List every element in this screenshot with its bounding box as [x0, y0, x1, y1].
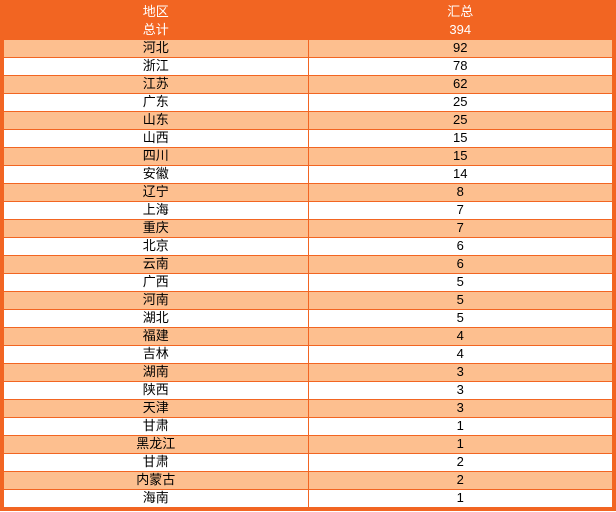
table-row: 四川15 — [4, 148, 613, 166]
cell-region: 福建 — [4, 328, 309, 346]
cell-value: 5 — [308, 274, 613, 292]
table-row: 内蒙古2 — [4, 472, 613, 490]
table-row: 山西15 — [4, 130, 613, 148]
cell-value: 5 — [308, 310, 613, 328]
cell-region: 山东 — [4, 112, 309, 130]
cell-region: 上海 — [4, 202, 309, 220]
cell-value: 1 — [308, 436, 613, 454]
table-body: 河北92浙江78江苏62广东25山东25山西15四川15安徽14辽宁8上海7重庆… — [4, 40, 613, 508]
cell-value: 7 — [308, 220, 613, 238]
table-row: 吉林4 — [4, 346, 613, 364]
cell-region: 天津 — [4, 400, 309, 418]
data-table-container: 地区 汇总 总计 394 河北92浙江78江苏62广东25山东25山西15四川1… — [0, 0, 616, 511]
cell-value: 5 — [308, 292, 613, 310]
table-row: 湖南3 — [4, 364, 613, 382]
cell-value: 8 — [308, 184, 613, 202]
table-row: 辽宁8 — [4, 184, 613, 202]
table-row: 江苏62 — [4, 76, 613, 94]
cell-region: 辽宁 — [4, 184, 309, 202]
cell-value: 2 — [308, 454, 613, 472]
cell-region: 河南 — [4, 292, 309, 310]
cell-value: 1 — [308, 418, 613, 436]
table-row: 黑龙江1 — [4, 436, 613, 454]
table-row: 海南1 — [4, 490, 613, 508]
cell-region: 江苏 — [4, 76, 309, 94]
table-row: 天津3 — [4, 400, 613, 418]
cell-value: 3 — [308, 382, 613, 400]
cell-region: 甘肃 — [4, 454, 309, 472]
cell-region: 湖北 — [4, 310, 309, 328]
table-row: 广东25 — [4, 94, 613, 112]
cell-value: 92 — [308, 40, 613, 58]
cell-region: 云南 — [4, 256, 309, 274]
header-region: 地区 — [4, 4, 309, 22]
cell-value: 3 — [308, 364, 613, 382]
table-row: 河北92 — [4, 40, 613, 58]
table-row: 甘肃2 — [4, 454, 613, 472]
cell-region: 北京 — [4, 238, 309, 256]
cell-value: 2 — [308, 472, 613, 490]
cell-value: 6 — [308, 256, 613, 274]
cell-value: 7 — [308, 202, 613, 220]
cell-value: 25 — [308, 112, 613, 130]
header-summary: 汇总 — [308, 4, 613, 22]
cell-region: 海南 — [4, 490, 309, 508]
cell-region: 重庆 — [4, 220, 309, 238]
cell-region: 安徽 — [4, 166, 309, 184]
table-row: 安徽14 — [4, 166, 613, 184]
cell-region: 广西 — [4, 274, 309, 292]
cell-value: 15 — [308, 148, 613, 166]
table-row: 广西5 — [4, 274, 613, 292]
total-value: 394 — [308, 22, 613, 40]
table-row: 重庆7 — [4, 220, 613, 238]
cell-value: 4 — [308, 346, 613, 364]
cell-region: 河北 — [4, 40, 309, 58]
total-row: 总计 394 — [4, 22, 613, 40]
table-row: 福建4 — [4, 328, 613, 346]
table-row: 上海7 — [4, 202, 613, 220]
cell-value: 78 — [308, 58, 613, 76]
region-summary-table: 地区 汇总 总计 394 河北92浙江78江苏62广东25山东25山西15四川1… — [3, 3, 613, 508]
cell-value: 6 — [308, 238, 613, 256]
table-row: 甘肃1 — [4, 418, 613, 436]
cell-value: 62 — [308, 76, 613, 94]
total-label: 总计 — [4, 22, 309, 40]
table-row: 河南5 — [4, 292, 613, 310]
cell-value: 14 — [308, 166, 613, 184]
header-row: 地区 汇总 — [4, 4, 613, 22]
table-row: 陕西3 — [4, 382, 613, 400]
cell-value: 3 — [308, 400, 613, 418]
table-row: 湖北5 — [4, 310, 613, 328]
cell-region: 黑龙江 — [4, 436, 309, 454]
cell-region: 广东 — [4, 94, 309, 112]
cell-region: 四川 — [4, 148, 309, 166]
cell-region: 山西 — [4, 130, 309, 148]
table-row: 山东25 — [4, 112, 613, 130]
cell-value: 4 — [308, 328, 613, 346]
cell-region: 甘肃 — [4, 418, 309, 436]
table-row: 北京6 — [4, 238, 613, 256]
cell-value: 1 — [308, 490, 613, 508]
cell-region: 湖南 — [4, 364, 309, 382]
cell-region: 吉林 — [4, 346, 309, 364]
table-row: 浙江78 — [4, 58, 613, 76]
cell-region: 陕西 — [4, 382, 309, 400]
cell-region: 内蒙古 — [4, 472, 309, 490]
cell-value: 25 — [308, 94, 613, 112]
cell-value: 15 — [308, 130, 613, 148]
cell-region: 浙江 — [4, 58, 309, 76]
table-row: 云南6 — [4, 256, 613, 274]
